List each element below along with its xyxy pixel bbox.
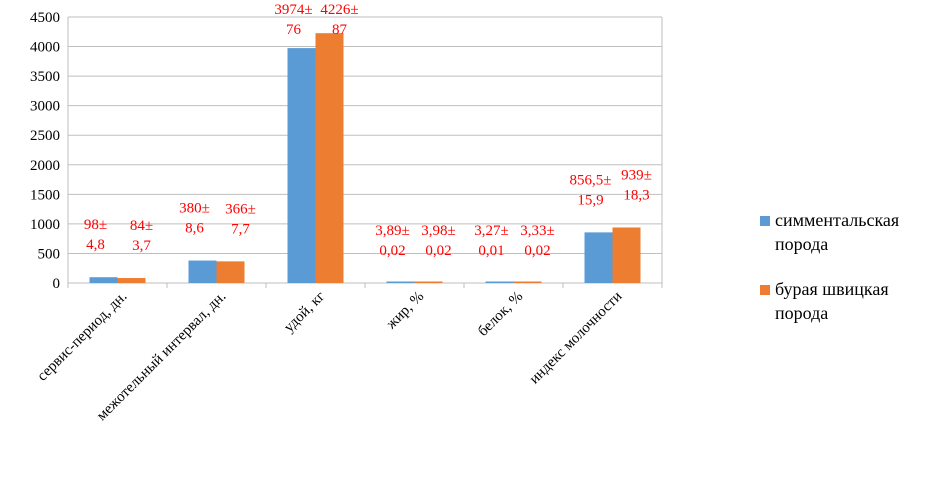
y-tick-label: 4500: [30, 10, 60, 26]
data-label: 87: [332, 22, 348, 38]
data-label: 4,8: [86, 237, 105, 253]
data-label: 939±: [621, 167, 652, 183]
data-label: 0,02: [379, 243, 405, 259]
data-label: 7,7: [231, 221, 250, 237]
x-category-label: жир, %: [383, 289, 427, 333]
x-axis-category-labels: сервис-период, дн.межотельный интервал, …: [34, 289, 625, 425]
x-category-label: индекс молочности: [527, 289, 626, 388]
data-label: 3974±: [274, 2, 312, 18]
x-category-label: удой, кг: [281, 289, 328, 336]
bars: [89, 33, 641, 284]
y-tick-label: 0: [53, 276, 61, 292]
legend-label: симментальская порода: [775, 210, 899, 254]
y-tick-label: 1500: [30, 187, 60, 203]
gridlines: [67, 16, 663, 288]
legend: симментальская порода бурая швицкая порода: [760, 210, 899, 323]
bar-series1: [485, 281, 514, 283]
data-label: 0,02: [425, 243, 451, 259]
bar-series1: [287, 48, 316, 284]
legend-swatch: [760, 216, 770, 226]
bar-series1: [188, 260, 217, 283]
y-tick-label: 3500: [30, 69, 60, 85]
bar-series1: [584, 232, 613, 283]
y-tick-label: 4000: [30, 40, 60, 56]
data-label: 380±: [179, 201, 210, 217]
y-tick-label: 2000: [30, 158, 60, 174]
data-label: 8,6: [185, 221, 204, 237]
data-labels: 98± 4,8 380± 8,6 3974± 76 3,89± 0,02 3,27± 0,01 85…: [84, 2, 652, 259]
bar-series1: [386, 281, 415, 283]
data-label: 366±: [225, 201, 256, 217]
data-label: 3,27±: [474, 223, 508, 239]
data-label: 3,7: [132, 238, 151, 254]
y-tick-label: 1000: [30, 217, 60, 233]
data-label: 4226±: [320, 2, 358, 18]
y-tick-label: 2500: [30, 128, 60, 144]
data-label: 3,89±: [375, 223, 409, 239]
bar-series2: [216, 261, 245, 283]
data-label: 0,01: [478, 243, 504, 259]
data-label: 18,3: [623, 187, 649, 203]
data-label: 3,98±: [421, 223, 455, 239]
data-label: 856,5±: [570, 172, 612, 188]
bar-series1: [89, 277, 118, 283]
y-axis-tick-labels: 0 500 1000 1500 2000 2500 3000 3500 4000 4500: [30, 10, 60, 292]
bar-series2: [315, 33, 344, 284]
x-category-label: сервис-период, дн.: [34, 289, 130, 385]
data-label: 3,33±: [520, 223, 554, 239]
bar-series2: [117, 278, 146, 283]
x-category-label: белок, %: [475, 289, 526, 340]
legend-swatch: [760, 285, 770, 295]
data-label: 0,02: [524, 243, 550, 259]
y-tick-label: 500: [38, 246, 61, 262]
y-tick-label: 3000: [30, 99, 60, 115]
data-label: 15,9: [577, 192, 603, 208]
bar-series2: [612, 227, 641, 283]
data-label: 76: [286, 22, 302, 38]
data-label: 84±: [130, 218, 153, 234]
data-label: 98±: [84, 217, 107, 233]
legend-label: бурая швицкая порода: [775, 279, 889, 323]
bar-series2: [513, 281, 542, 283]
bar-series2: [414, 281, 443, 283]
